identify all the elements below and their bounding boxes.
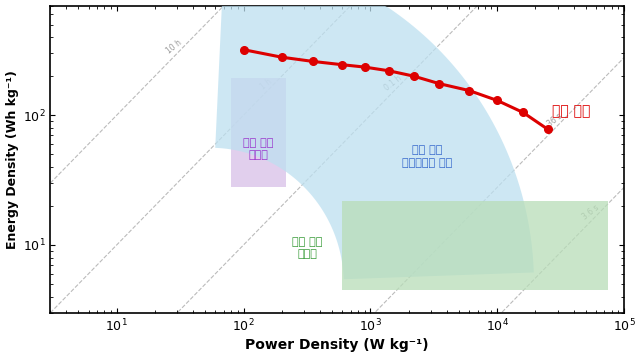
Text: 이번 연구: 이번 연구 (552, 104, 590, 118)
Text: 소듐 이온
하이브리드 전지: 소듐 이온 하이브리드 전지 (402, 145, 452, 168)
Polygon shape (231, 78, 286, 187)
Text: 3.6 s: 3.6 s (581, 203, 601, 222)
Text: 소듐 이온
축전지: 소듐 이온 축전지 (292, 237, 323, 259)
Y-axis label: Energy Density (Wh kg⁻¹): Energy Density (Wh kg⁻¹) (6, 70, 19, 248)
Text: 36 s: 36 s (546, 111, 564, 128)
Polygon shape (342, 200, 608, 290)
Text: 1 h: 1 h (259, 77, 274, 92)
Polygon shape (215, 6, 534, 279)
X-axis label: Power Density (W kg⁻¹): Power Density (W kg⁻¹) (246, 338, 429, 352)
Text: 소듐 이온
배터리: 소듐 이온 배터리 (243, 138, 273, 160)
Text: 10 h: 10 h (165, 39, 184, 56)
Text: 0.1 h: 0.1 h (383, 73, 403, 92)
